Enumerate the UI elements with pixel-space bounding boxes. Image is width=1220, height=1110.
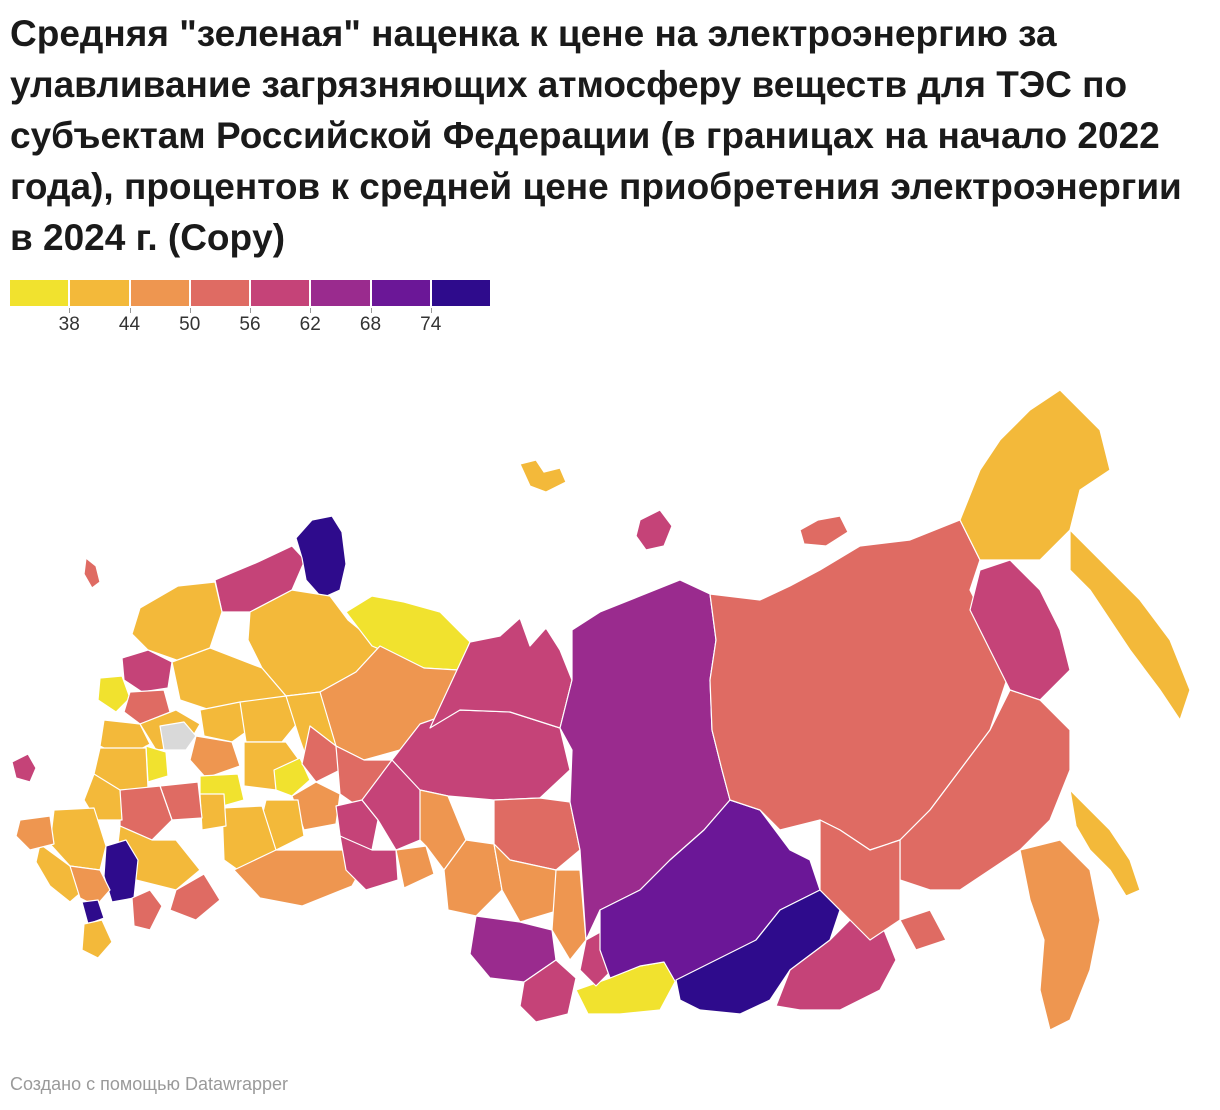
region-arctic-island[interactable] bbox=[83, 557, 101, 589]
legend-swatch-5 bbox=[251, 280, 310, 306]
footer-credit: Создано с помощью Datawrapper bbox=[10, 1074, 289, 1094]
legend-break-label: 50 bbox=[179, 314, 201, 335]
region-sevastopol[interactable] bbox=[15, 815, 55, 851]
region-amur[interactable] bbox=[819, 819, 901, 941]
region-kamchatka[interactable] bbox=[1069, 529, 1191, 721]
legend-break-label: 44 bbox=[118, 314, 141, 335]
legend-tick bbox=[370, 308, 372, 313]
legend-break-label: 62 bbox=[299, 314, 321, 335]
legend-swatch-2 bbox=[70, 280, 129, 306]
region-chukotka[interactable] bbox=[959, 389, 1111, 561]
region-taymyr-islands[interactable] bbox=[635, 509, 673, 551]
region-penza[interactable] bbox=[199, 793, 227, 831]
region-udmurtia[interactable] bbox=[301, 725, 341, 783]
legend-swatch-1 bbox=[10, 280, 69, 306]
region-altai-rep[interactable] bbox=[519, 959, 577, 1023]
region-dagestan[interactable] bbox=[131, 889, 163, 931]
legend-tick bbox=[310, 308, 312, 313]
region-ivanovo[interactable] bbox=[189, 735, 241, 779]
region-pskov[interactable] bbox=[97, 675, 131, 713]
region-chuvashia[interactable] bbox=[273, 757, 311, 797]
region-astrakhan[interactable] bbox=[169, 873, 221, 921]
region-primorye[interactable] bbox=[1019, 839, 1101, 1031]
region-jewish[interactable] bbox=[899, 909, 947, 951]
legend-tick bbox=[430, 308, 432, 313]
russia-choropleth-map bbox=[11, 389, 1191, 1031]
legend-ticks: 38 44 50 56 62 68 74 bbox=[10, 306, 490, 335]
legend-tick bbox=[250, 308, 251, 313]
region-novaya-zemlya[interactable] bbox=[295, 515, 347, 599]
chart-title: Средняя "зеленая" наценка к цене на элек… bbox=[10, 13, 1182, 258]
color-legend: 38 44 50 56 62 68 74 bbox=[10, 280, 490, 335]
legend-swatch-6 bbox=[311, 280, 370, 306]
region-moscow[interactable] bbox=[159, 721, 197, 751]
region-kaluga[interactable] bbox=[145, 745, 169, 783]
legend-break-label: 74 bbox=[420, 314, 442, 335]
region-arctic-isles[interactable] bbox=[519, 459, 567, 493]
legend-swatch-7 bbox=[371, 280, 430, 306]
region-caucasus-blue[interactable] bbox=[81, 899, 105, 925]
region-kurgan[interactable] bbox=[395, 845, 435, 889]
region-kostroma[interactable] bbox=[239, 695, 301, 743]
legend-swatch-3 bbox=[130, 280, 189, 306]
legend-swatch-4 bbox=[190, 280, 249, 306]
legend-break-label: 38 bbox=[58, 314, 80, 335]
legend-swatches bbox=[10, 280, 490, 306]
region-kaliningrad[interactable] bbox=[11, 753, 37, 783]
legend-break-label: 56 bbox=[239, 314, 261, 335]
legend-break-label: 68 bbox=[359, 314, 382, 335]
region-new-siberian[interactable] bbox=[799, 515, 849, 547]
region-magadan[interactable] bbox=[969, 559, 1071, 701]
region-kemerovo[interactable] bbox=[551, 869, 587, 961]
region-khabarovsk[interactable] bbox=[899, 689, 1071, 891]
legend-tick bbox=[69, 308, 71, 313]
region-stavropol[interactable] bbox=[69, 865, 111, 907]
region-sakhalin[interactable] bbox=[1069, 789, 1141, 897]
region-chelyabinsk[interactable] bbox=[339, 835, 399, 891]
legend-swatch-8 bbox=[431, 280, 490, 306]
region-crimea[interactable] bbox=[81, 919, 113, 959]
region-yamal[interactable] bbox=[429, 617, 573, 729]
region-murmansk[interactable] bbox=[214, 545, 306, 613]
legend-tick bbox=[129, 308, 131, 313]
legend-tick bbox=[189, 308, 191, 313]
